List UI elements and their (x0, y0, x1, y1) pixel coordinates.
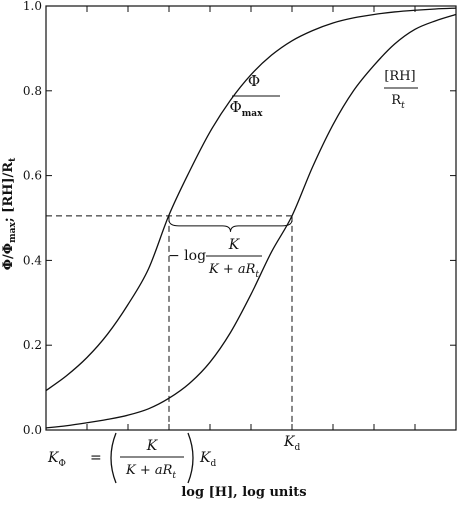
phi-label-denominator: Φmax (229, 98, 263, 119)
series-line-phi (45, 7, 457, 392)
y-tick-label: 0.4 (23, 253, 42, 267)
bracket-numerator: K (228, 237, 241, 253)
y-tick-label: 0.6 (23, 169, 42, 183)
guide-lines (46, 215, 293, 430)
y-tick-label: 0.8 (23, 84, 42, 98)
k-phi-formula: KΦ = K K + aRt Kd (47, 432, 216, 484)
rh-label-denominator: Rt (391, 93, 405, 111)
difference-brace (168, 219, 293, 232)
series-line-rh (45, 13, 457, 429)
k-phi-tail: Kd (199, 450, 216, 469)
k-phi-denominator: K + aRt (125, 463, 176, 481)
y-tick-label: 1.0 (23, 0, 42, 13)
y-tick-label: 0.2 (23, 338, 42, 352)
k-d-text: Kd (283, 434, 300, 453)
k-d-label: Kd (283, 434, 300, 453)
k-phi-numerator: K (146, 438, 159, 454)
bracket-denominator: K + aRt (208, 262, 259, 280)
rh-label-numerator: [RH] (384, 69, 415, 84)
bracket-formula: − log K K + aRt (168, 237, 262, 280)
axes: 0.0 0.2 0.4 0.6 0.8 1.0 (23, 0, 457, 437)
rh-curve-label: [RH] Rt (384, 69, 418, 111)
k-phi-right-paren (187, 432, 194, 484)
phi-label-numerator: Φ (248, 72, 260, 90)
y-tick-label: 0.0 (23, 423, 42, 437)
k-phi-equals: = (90, 450, 102, 466)
x-axis-title: log [H], log units (181, 485, 306, 500)
y-axis-title: Φ/Φmax; [RH]/Rt (1, 157, 18, 270)
bracket-prefix: − log (168, 248, 206, 264)
k-phi-left-paren (110, 432, 117, 484)
phi-curve-label: Φ Φmax (229, 72, 280, 119)
series-layer (45, 7, 457, 429)
k-phi-lhs: KΦ (47, 450, 66, 469)
